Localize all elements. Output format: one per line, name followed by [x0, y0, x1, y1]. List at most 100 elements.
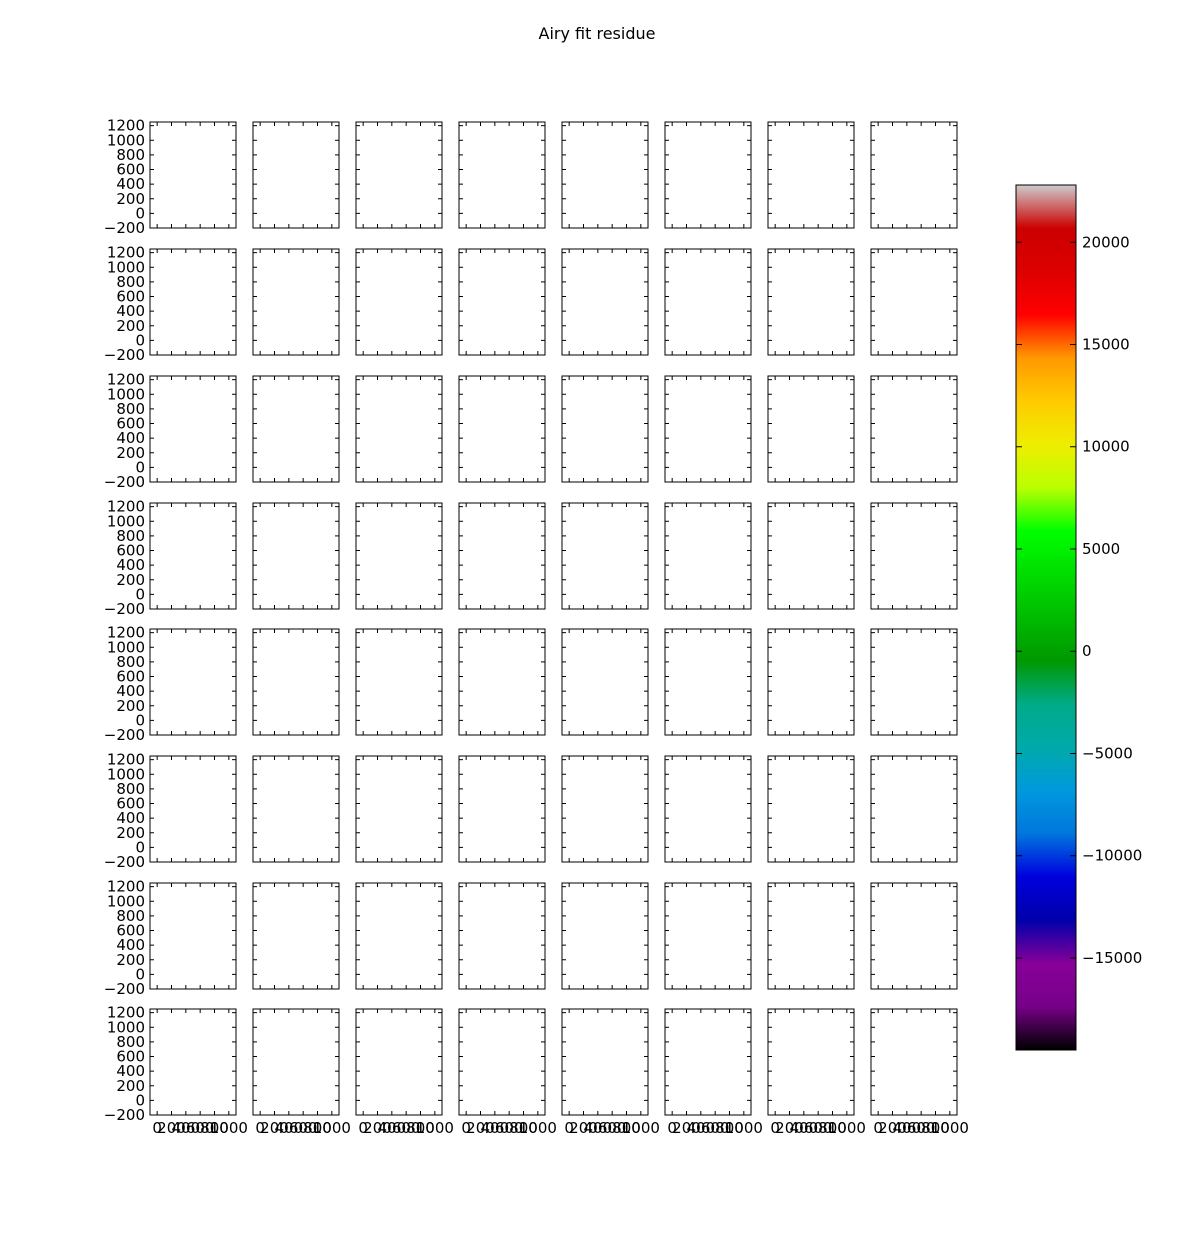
x-tick-label: 800 — [612, 1119, 641, 1137]
panel-background — [562, 249, 648, 355]
panel-background — [665, 883, 751, 989]
panel-frame — [870, 502, 958, 610]
panel-background — [356, 1009, 442, 1115]
colorbar-tick-label: 5000 — [1082, 540, 1120, 558]
panel-ticks — [253, 629, 339, 736]
y-tick-label: 800 — [116, 400, 145, 418]
colorbar-tick-label: −15000 — [1082, 949, 1142, 967]
panel-background — [150, 376, 236, 482]
y-tick-label: 400 — [116, 302, 145, 320]
y-tick-label: 1200 — [107, 117, 145, 135]
colorbar-tick-label: 20000 — [1082, 233, 1130, 251]
y-tick-label: 1200 — [107, 751, 145, 769]
panel-frame — [870, 121, 958, 229]
panel-frame — [561, 1008, 649, 1116]
x-tick-label: 200 — [672, 1119, 701, 1137]
panel-frame — [561, 375, 649, 483]
y-tick-label: −200 — [104, 346, 145, 364]
panel-background — [871, 376, 957, 482]
panel-frame — [355, 121, 443, 229]
panel-frame — [664, 755, 752, 863]
panel-background — [562, 122, 648, 228]
panel-background — [150, 756, 236, 862]
panel-background — [768, 503, 854, 609]
panel-ticks — [562, 629, 648, 736]
panel-background — [150, 249, 236, 355]
y-tick-label: 800 — [116, 907, 145, 925]
x-tick-label: 800 — [921, 1119, 950, 1137]
panel-background — [253, 629, 339, 735]
x-tick-label: 400 — [172, 1119, 201, 1137]
panel-frame — [458, 882, 546, 990]
panel-background — [253, 756, 339, 862]
panel-background — [871, 883, 957, 989]
panel-ticks — [562, 503, 648, 610]
panel-frame — [870, 248, 958, 356]
panel-ticks — [150, 503, 236, 610]
panel-frame — [664, 628, 752, 736]
colorbar: −15000 −10000 −5000 0 5000 10000 15000 20000 — [1015, 184, 1142, 1051]
y-tick-label: 400 — [116, 809, 145, 827]
x-tick-label: 800 — [818, 1119, 847, 1137]
panel-background — [871, 756, 957, 862]
y-tick-label: 400 — [116, 175, 145, 193]
panel-frame — [149, 882, 237, 990]
panel-frame — [767, 628, 855, 736]
panel-frame — [664, 1008, 752, 1116]
x-tick-label: 400 — [584, 1119, 613, 1137]
panel-background — [150, 503, 236, 609]
panel-frame — [458, 375, 546, 483]
x-tick-label: 600 — [804, 1119, 833, 1137]
y-tick-label: 600 — [116, 542, 145, 560]
panel-frame — [561, 755, 649, 863]
x-tick-label: 600 — [186, 1119, 215, 1137]
panel-background — [768, 883, 854, 989]
panel-frame — [252, 502, 340, 610]
x-tick-label: 200 — [466, 1119, 495, 1137]
panel-frame — [149, 1008, 237, 1116]
y-tick-label: 0 — [135, 458, 145, 476]
y-tick-label: 400 — [116, 556, 145, 574]
y-tick-label: 200 — [116, 190, 145, 208]
y-tick-label: 0 — [135, 585, 145, 603]
panel-frame — [561, 248, 649, 356]
y-tick-label: 600 — [116, 415, 145, 433]
panel-background — [768, 122, 854, 228]
x-tick-label: 600 — [598, 1119, 627, 1137]
y-tick-label: 0 — [135, 1091, 145, 1109]
colorbar-tick-label: −10000 — [1082, 847, 1142, 865]
x-tick-label: 0 — [358, 1119, 368, 1137]
y-tick-label: 200 — [116, 1077, 145, 1095]
panel-frame — [458, 121, 546, 229]
y-tick-label: 200 — [116, 697, 145, 715]
panel-background — [768, 756, 854, 862]
panel-ticks — [356, 376, 442, 483]
panel-ticks — [253, 249, 339, 356]
panel-background — [253, 122, 339, 228]
panel-ticks — [459, 629, 545, 736]
panel-frame — [664, 502, 752, 610]
panel-background — [665, 122, 751, 228]
y-tick-label: 1200 — [107, 244, 145, 262]
y-tick-label: 400 — [116, 429, 145, 447]
panel-frame — [355, 248, 443, 356]
y-tick-label: 600 — [116, 795, 145, 813]
panel-frame — [252, 882, 340, 990]
panel-frame — [355, 1008, 443, 1116]
y-tick-label: 0 — [135, 965, 145, 983]
x-tick-label: 600 — [701, 1119, 730, 1137]
panel-background — [562, 376, 648, 482]
residual-image — [260, 1100, 332, 1235]
y-tick-label: 1000 — [107, 258, 145, 276]
y-tick-label: 200 — [116, 951, 145, 969]
panel-frame — [664, 375, 752, 483]
x-tick-label: 800 — [509, 1119, 538, 1137]
panel-background — [665, 1009, 751, 1115]
y-tick-label: 600 — [116, 288, 145, 306]
panel-ticks — [871, 503, 957, 610]
panel-ticks — [562, 249, 648, 356]
x-tick-label: 400 — [481, 1119, 510, 1137]
